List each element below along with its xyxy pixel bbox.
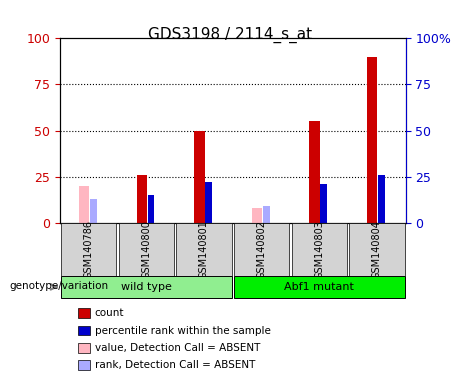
Bar [309,121,320,223]
Text: count: count [95,308,124,318]
Text: GSM140802: GSM140802 [257,220,266,279]
Text: GSM140786: GSM140786 [84,220,94,279]
FancyBboxPatch shape [234,276,405,298]
Bar [90,199,97,223]
FancyBboxPatch shape [61,276,231,298]
Bar [320,184,327,223]
Text: value, Detection Call = ABSENT: value, Detection Call = ABSENT [95,343,260,353]
FancyBboxPatch shape [176,223,231,276]
Text: GSM140804: GSM140804 [372,220,382,279]
Bar [252,208,262,223]
Text: GDS3198 / 2114_s_at: GDS3198 / 2114_s_at [148,27,313,43]
FancyBboxPatch shape [349,223,405,276]
Bar [148,195,154,223]
Bar [378,175,385,223]
Text: percentile rank within the sample: percentile rank within the sample [95,326,271,336]
Text: rank, Detection Call = ABSENT: rank, Detection Call = ABSENT [95,360,255,370]
FancyBboxPatch shape [291,223,347,276]
Text: GSM140800: GSM140800 [142,220,151,279]
Bar [263,206,270,223]
Bar [79,186,89,223]
FancyBboxPatch shape [61,223,116,276]
Text: GSM140801: GSM140801 [199,220,209,279]
Text: Abf1 mutant: Abf1 mutant [284,282,354,292]
FancyBboxPatch shape [118,223,174,276]
Text: wild type: wild type [121,282,172,292]
Text: genotype/variation: genotype/variation [9,281,108,291]
Bar [194,131,205,223]
FancyBboxPatch shape [234,223,290,276]
Bar [136,175,147,223]
Text: GSM140803: GSM140803 [314,220,324,279]
Bar [205,182,212,223]
Bar [367,57,378,223]
